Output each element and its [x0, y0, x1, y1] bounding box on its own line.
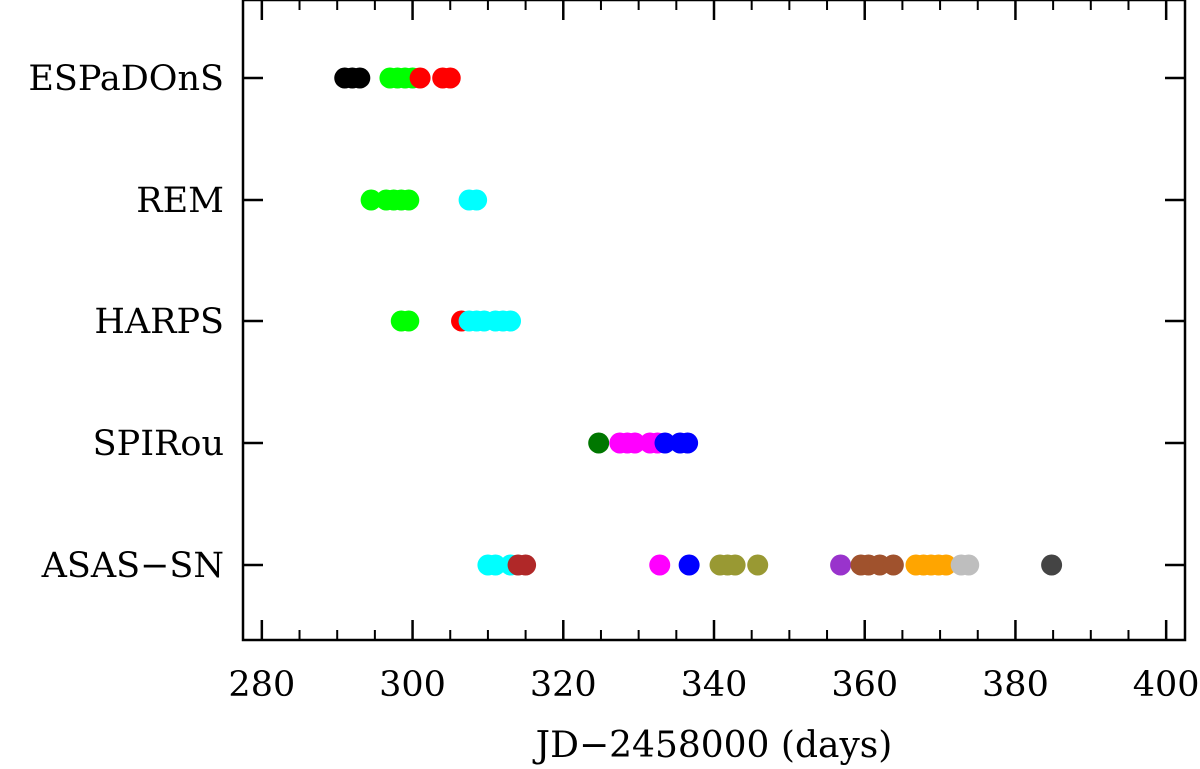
data-point-g7-1	[515, 554, 537, 576]
y-category-label-1: REM	[136, 181, 224, 221]
data-point-g1-4	[360, 189, 382, 211]
x-tick-label-2: 320	[530, 665, 597, 705]
data-point-g8-3	[747, 554, 769, 576]
x-tick-label-6: 400	[1133, 665, 1200, 705]
axis-ticks	[243, 0, 1185, 640]
x-tick-label-1: 300	[379, 665, 446, 705]
data-point-g11-4	[935, 554, 957, 576]
y-category-label-3: SPIRou	[93, 424, 224, 464]
data-point-g3-9	[484, 554, 506, 576]
data-point-g10-3	[882, 554, 904, 576]
y-category-labels: ESPaDOnS REM HARPS SPIRou ASAS−SN	[28, 59, 224, 586]
data-point-g3-1	[466, 189, 488, 211]
plot-frame	[241, 0, 1187, 642]
data-point-g1-8	[398, 189, 420, 211]
data-point-g0-2	[349, 67, 371, 89]
data-point-g8-2	[724, 554, 746, 576]
x-tick-label-5: 380	[982, 665, 1049, 705]
data-point-g3-7	[500, 310, 522, 332]
data-point-g2-2	[439, 67, 461, 89]
data-point-g6-0	[654, 432, 676, 454]
data-point-g5-2	[624, 432, 646, 454]
x-tick-label-0: 280	[228, 665, 295, 705]
data-point-g6-3	[678, 554, 700, 576]
data-point-g6-2	[677, 432, 699, 454]
data-point-g13-0	[1041, 554, 1063, 576]
data-points	[334, 67, 1063, 576]
y-category-label-4: ASAS−SN	[41, 546, 224, 586]
data-point-g9-0	[830, 554, 852, 576]
x-tick-labels: 280 300 320 340 360 380 400	[228, 665, 1199, 705]
y-category-label-2: HARPS	[94, 302, 224, 342]
x-axis-label: JD−2458000 (days)	[532, 725, 893, 766]
data-point-g2-0	[409, 67, 431, 89]
data-point-g4-0	[588, 432, 610, 454]
data-point-g12-1	[958, 554, 980, 576]
x-tick-label-3: 340	[681, 665, 748, 705]
x-tick-label-4: 360	[831, 665, 898, 705]
data-point-g1-10	[398, 310, 420, 332]
y-category-label-0: ESPaDOnS	[28, 59, 224, 99]
data-point-g5-5	[649, 554, 671, 576]
